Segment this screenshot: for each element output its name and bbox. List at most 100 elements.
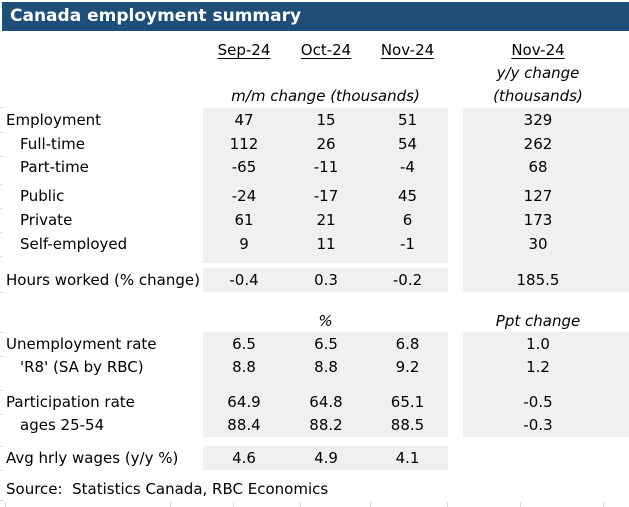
cell-value: 0.3 <box>285 268 367 292</box>
table-row: Employment 47 15 51 329 <box>3 108 629 132</box>
column-gap <box>448 84 463 108</box>
row-label: Avg hrly wages (y/y %) <box>6 449 179 467</box>
gridline-tick <box>300 502 301 507</box>
cell-value <box>367 379 448 390</box>
cell-value: 9 <box>203 232 285 256</box>
gridline-tick <box>520 502 521 507</box>
units-row: % Ppt change <box>3 310 629 332</box>
gridline-tick <box>447 502 448 507</box>
column-header-label: Sep-24 <box>217 41 271 59</box>
row-label: Private <box>20 211 73 229</box>
column-gap <box>448 292 463 310</box>
yoy-value: 30 <box>463 232 629 256</box>
gridline-tick <box>0 232 3 233</box>
row-label: ages 25-54 <box>20 416 105 434</box>
gridline-tick <box>0 256 3 257</box>
column-gap <box>448 356 463 379</box>
column-gap <box>448 62 463 84</box>
yoy-value: 127 <box>463 184 629 208</box>
gridline-tick <box>0 107 3 108</box>
table-row: Self-employed 9 11 -1 30 <box>3 232 629 256</box>
yoy-change-label: y/y change <box>496 64 580 82</box>
gridline-tick <box>0 156 3 157</box>
source-row: Source: Statistics Canada, RBC Economics <box>3 478 629 500</box>
cell-value: -1 <box>367 232 448 256</box>
cell-value: 6 <box>367 208 448 232</box>
cell-value <box>285 292 367 310</box>
column-header-sep24: Sep-24 <box>203 38 285 62</box>
cell-value <box>285 437 367 446</box>
gridline-tick <box>0 470 3 471</box>
cell-value: -0.4 <box>203 268 285 292</box>
cell-value <box>367 437 448 446</box>
table-row: Hours worked (% change) -0.4 0.3 -0.2 185.5 <box>3 268 629 292</box>
row-label <box>3 437 203 446</box>
cell-value: 54 <box>367 132 448 156</box>
yoy-value: 68 <box>463 156 629 179</box>
gridline-tick <box>233 502 234 507</box>
column-gap <box>448 38 463 62</box>
units-subheader-row: m/m change (thousands) (thousands) <box>3 84 629 108</box>
gridline-tick <box>0 446 3 447</box>
column-header-nov24: Nov-24 <box>367 38 448 62</box>
gridline-tick <box>0 332 3 333</box>
spacer-row <box>3 179 629 184</box>
cell-value <box>367 292 448 310</box>
cell-value: -0.2 <box>367 268 448 292</box>
gridline-tick <box>603 502 604 507</box>
table-row: Private 61 21 6 173 <box>3 208 629 232</box>
cell-value: -65 <box>203 156 285 179</box>
yoy-subheader-row: y/y change <box>3 62 629 84</box>
cell-value: 88.4 <box>203 414 285 437</box>
spacer-row <box>3 292 629 310</box>
column-gap <box>448 310 463 332</box>
column-header-nov24-yoy: Nov-24 <box>463 38 629 62</box>
table-body: Employment 47 15 51 329 Full-time 112 26 54 262 Pa… <box>3 108 629 470</box>
cell-value <box>203 179 285 184</box>
cell-value: 4.9 <box>285 446 367 470</box>
gridline-tick <box>0 356 3 357</box>
yoy-value <box>463 379 629 390</box>
header-spacer <box>3 84 203 108</box>
cell-value: 51 <box>367 108 448 132</box>
cell-value: 112 <box>203 132 285 156</box>
cell-value <box>285 179 367 184</box>
cell-value: 47 <box>203 108 285 132</box>
cell-value: 4.1 <box>367 446 448 470</box>
column-gap <box>448 108 463 132</box>
row-label <box>3 256 203 263</box>
mm-change-units-label: m/m change (thousands) <box>231 87 420 105</box>
yoy-value: 329 <box>463 108 629 132</box>
column-header-label: Nov-24 <box>380 41 435 59</box>
column-gap <box>448 232 463 256</box>
cell-value: 4.6 <box>203 446 285 470</box>
spacer-row <box>3 379 629 390</box>
gridline-tick <box>170 502 171 507</box>
spacer-row <box>3 256 629 263</box>
row-label: Self-employed <box>20 235 128 253</box>
cell-value: -17 <box>285 184 367 208</box>
row-label: Full-time <box>20 135 85 153</box>
column-gap <box>448 184 463 208</box>
cell-value: 8.8 <box>203 356 285 379</box>
column-gap <box>448 414 463 437</box>
header-spacer <box>203 62 448 84</box>
gridline-tick <box>5 502 6 507</box>
yoy-value: 173 <box>463 208 629 232</box>
yoy-value <box>463 446 629 470</box>
yoy-value <box>463 292 629 310</box>
table-row: 'R8' (SA by RBC) 8.8 8.8 9.2 1.2 <box>3 356 629 379</box>
column-gap <box>448 208 463 232</box>
summary-table: Sep-24 Oct-24 Nov-24 Nov-24 y/y change m… <box>3 38 629 500</box>
column-header-label: Oct-24 <box>300 41 352 59</box>
column-gap <box>448 446 463 470</box>
cell-value <box>285 256 367 263</box>
percent-units-label: % <box>318 312 333 330</box>
cell-value <box>203 256 285 263</box>
column-gap <box>448 268 463 292</box>
row-label: Public <box>20 187 65 205</box>
yoy-value: 1.0 <box>463 332 629 356</box>
cell-value: 26 <box>285 132 367 156</box>
ppt-change-label: Ppt change <box>495 312 581 330</box>
